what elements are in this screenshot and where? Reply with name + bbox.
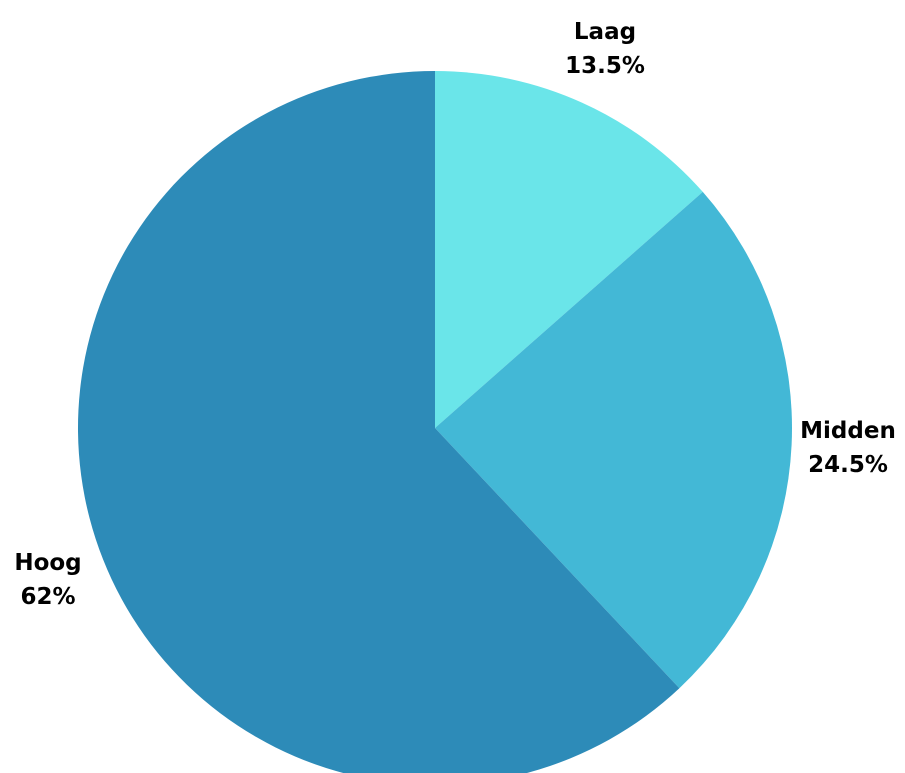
pie-slices <box>77 71 792 773</box>
slice-label-laag: Laag <box>574 19 636 45</box>
pie-slice-laag <box>435 71 703 428</box>
slice-value-hoog: 62% <box>20 584 75 610</box>
slice-label-midden: Midden <box>800 418 896 444</box>
slice-value-laag: 13.5% <box>565 53 645 79</box>
pie-slice-midden <box>435 191 792 689</box>
pie-labels: Laag 13.5% Midden 24.5% Hoog 62% <box>14 19 896 610</box>
slice-label-hoog: Hoog <box>14 550 81 576</box>
slice-value-midden: 24.5% <box>808 452 888 478</box>
pie-slice-hoog <box>77 71 680 773</box>
